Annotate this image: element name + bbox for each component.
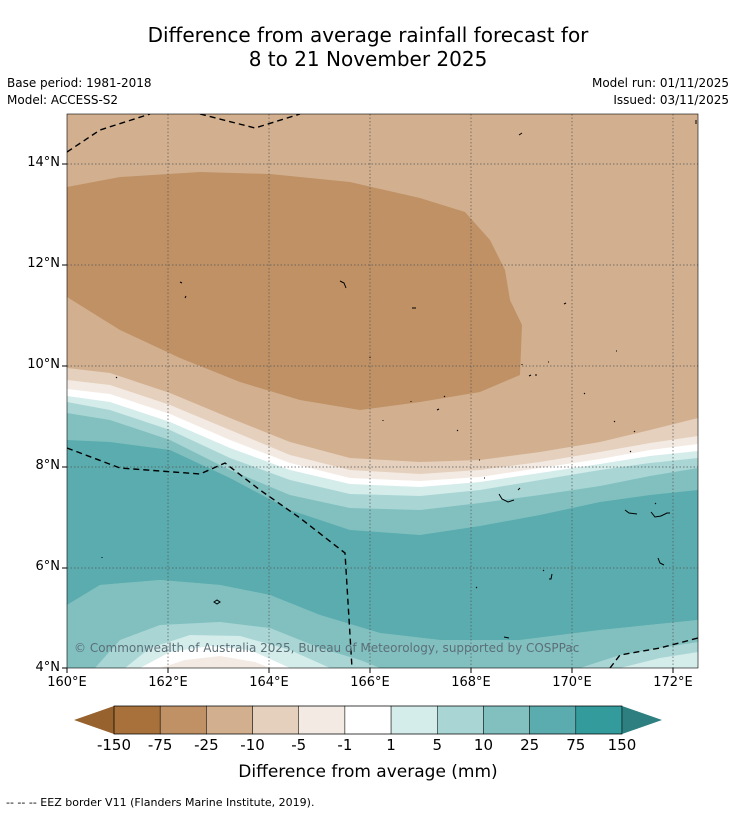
colorbar-tick-label: 1 [386, 736, 396, 754]
colorbar-cell [390, 705, 438, 735]
colorbar-cell [529, 705, 577, 735]
colorbar-tick-label: -150 [96, 736, 132, 754]
colorbar-tick-label: -5 [291, 736, 307, 754]
axis-ticks [62, 163, 674, 673]
lon-label-162e: 162°E [148, 675, 188, 690]
colorbar-cell [252, 705, 299, 735]
lat-label-6n: 6°N [35, 559, 61, 574]
contour-band-southeast-1 [620, 652, 698, 668]
colorbar-cell [113, 705, 161, 735]
issued-date: Issued: 03/11/2025 [613, 93, 729, 107]
lon-label-168e: 168°E [451, 675, 491, 690]
graticule [67, 114, 698, 668]
colorbar-tick-label: -25 [194, 736, 219, 754]
lat-label-14n: 14°N [27, 155, 60, 170]
title-line-1: Difference from average rainfall forecas… [147, 23, 589, 47]
colorbar-cell [575, 705, 623, 735]
colorbar-cell [344, 705, 392, 735]
lon-label-172e: 172°E [653, 675, 693, 690]
colorbar-tick-label: 150 [607, 736, 637, 754]
colorbar-cell [483, 705, 530, 735]
lat-label-4n: 4°N [35, 660, 61, 675]
colorbar-tick-label: 75 [566, 736, 586, 754]
lat-label-10n: 10°N [27, 357, 60, 372]
map-frame [66, 113, 699, 669]
colorbar-cell [298, 705, 346, 735]
colorbar-tick-label: -10 [240, 736, 265, 754]
lon-label-170e: 170°E [552, 675, 592, 690]
colorbar-under-triangle [74, 706, 114, 734]
colorbar-cell [206, 705, 253, 735]
model-run: Model run: 01/11/2025 [591, 76, 729, 90]
colorbar [74, 705, 662, 735]
colorbar-title: Difference from average (mm) [238, 762, 498, 782]
contour-band-south-minus5 [160, 656, 270, 668]
rainfall-contours [67, 114, 698, 668]
base-period: Base period: 1981-2018 [7, 76, 152, 90]
colorbar-tick-label: -1 [337, 736, 353, 754]
colorbar-tick-label: 5 [432, 736, 443, 754]
lon-label-160e: 160°E [47, 675, 87, 690]
copyright-notice: © Commonwealth of Australia 2025, Bureau… [74, 641, 580, 655]
islands [101, 120, 697, 639]
lon-label-166e: 166°E [350, 675, 390, 690]
colorbar-tick-label: 10 [473, 736, 493, 754]
rainfall-map [62, 113, 699, 735]
lon-label-164e: 164°E [249, 675, 289, 690]
title-line-2: 8 to 21 November 2025 [248, 47, 488, 71]
colorbar-over-triangle [622, 706, 662, 734]
lat-label-8n: 8°N [35, 458, 61, 473]
eez-footnote: -- -- -- EEZ border V11 (Flanders Marine… [6, 796, 315, 809]
colorbar-cell [437, 705, 484, 735]
colorbar-tick-label: -75 [147, 736, 173, 754]
eez-borders [67, 114, 698, 668]
lat-label-12n: 12°N [27, 256, 60, 271]
contour-band-pos75 [67, 440, 698, 640]
model-name: Model: ACCESS-S2 [7, 93, 119, 107]
colorbar-cell [159, 705, 207, 735]
colorbar-tick-label: 25 [520, 736, 540, 754]
contour-band-75 [67, 172, 522, 410]
